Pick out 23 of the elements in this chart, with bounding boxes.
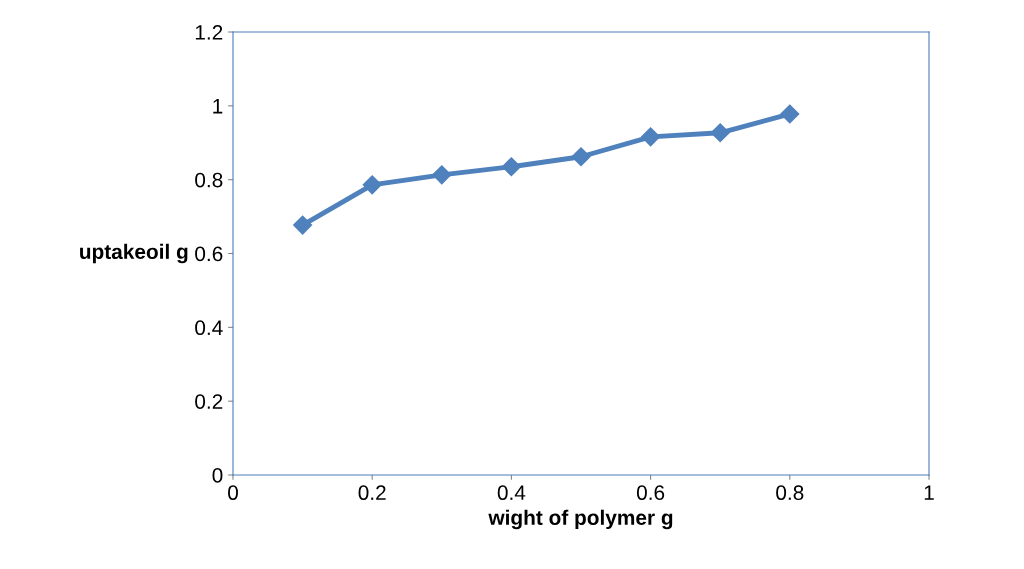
x-tick-label: 1 — [924, 485, 934, 500]
x-axis-title: wight of polymer g — [488, 509, 673, 530]
x-tick-label: 0.6 — [636, 485, 665, 501]
point — [362, 175, 382, 195]
x-tick-label: 0.4 — [497, 485, 526, 501]
y-tick-label: 0.6 — [195, 246, 223, 262]
point — [571, 147, 591, 167]
y-axis-title: uptakeoil g — [80, 243, 188, 264]
y-tick-label: 0.4 — [195, 320, 223, 336]
point — [780, 104, 800, 124]
y-tick-label: 1.2 — [195, 25, 223, 40]
y-tick-label: 0.2 — [195, 394, 223, 409]
point — [710, 123, 730, 143]
point — [432, 165, 452, 185]
x-tick-label: 0.8 — [776, 485, 804, 501]
point — [501, 157, 521, 177]
x-tick-label: 0.2 — [358, 485, 386, 501]
point — [293, 215, 313, 235]
y-tick-label: 1 — [213, 99, 223, 114]
y-tick-label: 0 — [212, 468, 223, 483]
x-tick-label: 0 — [228, 485, 238, 501]
y-tick-label: 0.8 — [195, 172, 223, 188]
point — [641, 127, 661, 147]
